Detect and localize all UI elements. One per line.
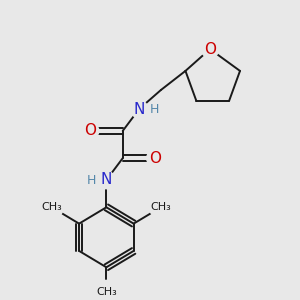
Text: N: N	[101, 172, 112, 188]
Circle shape	[40, 196, 63, 219]
Text: H: H	[149, 103, 159, 116]
Text: O: O	[204, 42, 216, 57]
Text: CH₃: CH₃	[151, 202, 171, 212]
Circle shape	[201, 40, 219, 58]
Text: CH₃: CH₃	[41, 202, 62, 212]
Text: N: N	[134, 102, 145, 117]
Circle shape	[98, 171, 115, 189]
Circle shape	[130, 100, 148, 118]
Text: O: O	[84, 123, 96, 138]
Text: H: H	[87, 173, 96, 187]
Circle shape	[95, 280, 118, 300]
Text: CH₃: CH₃	[96, 287, 117, 297]
Circle shape	[147, 149, 164, 167]
Circle shape	[149, 196, 172, 219]
Text: O: O	[149, 151, 161, 166]
Circle shape	[81, 122, 99, 140]
